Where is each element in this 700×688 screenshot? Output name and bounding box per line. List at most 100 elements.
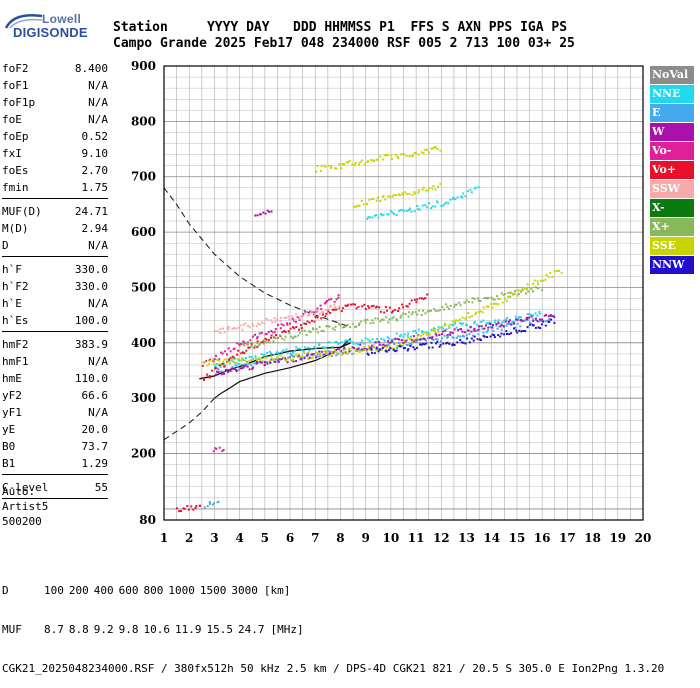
echo-point	[298, 328, 300, 331]
echo-point	[296, 316, 299, 319]
echo-point	[428, 336, 431, 339]
echo-point	[470, 330, 473, 333]
echo-point	[284, 335, 287, 338]
echo-point	[540, 323, 543, 326]
echo-point	[536, 314, 539, 317]
echo-point	[330, 304, 332, 307]
echo-point	[424, 297, 427, 300]
param-value: 1.29	[81, 457, 109, 470]
echo-point	[526, 283, 529, 286]
echo-point	[333, 328, 336, 331]
echo-point	[547, 275, 550, 278]
echo-point	[461, 196, 464, 199]
echo-point	[303, 352, 306, 355]
echo-point	[372, 160, 375, 163]
divider	[2, 474, 108, 475]
echo-point	[413, 348, 416, 351]
echo-point	[421, 331, 424, 334]
muf-row: MUF 8.7 8.8 9.2 9.8 10.6 11.9 15.5 24.7 …	[2, 623, 664, 636]
echo-point	[306, 320, 309, 323]
echo-point	[532, 318, 535, 321]
echo-point	[344, 351, 347, 354]
echo-point	[216, 370, 218, 373]
echo-point	[286, 351, 289, 354]
echo-point	[314, 347, 317, 350]
echo-point	[331, 353, 334, 356]
echo-point	[425, 331, 428, 334]
echo-point	[420, 151, 423, 154]
echo-point	[428, 151, 430, 154]
echo-point	[500, 328, 503, 331]
echo-point	[357, 347, 360, 349]
echo-point	[248, 360, 251, 362]
echo-point	[516, 322, 519, 325]
echo-point	[499, 325, 502, 328]
echo-point	[510, 332, 513, 335]
echo-point	[330, 167, 332, 169]
muf-label: MUF	[2, 623, 22, 636]
echo-point	[507, 292, 510, 294]
echo-point	[320, 308, 323, 311]
echo-point	[377, 340, 379, 343]
param-row: foF1 N/A	[2, 77, 108, 94]
echo-point	[294, 335, 297, 338]
echo-point	[406, 344, 409, 346]
echo-point	[448, 324, 451, 326]
echo-point	[357, 343, 360, 346]
header-value: 25	[559, 36, 575, 51]
echo-point	[430, 147, 433, 150]
echo-point	[240, 363, 243, 366]
echo-point	[549, 271, 552, 274]
echo-point	[354, 325, 356, 328]
echo-point	[215, 373, 218, 376]
echo-point	[271, 331, 274, 334]
echo-point	[326, 341, 329, 344]
echo-point	[446, 341, 449, 344]
echo-point	[289, 352, 292, 355]
echo-point	[294, 354, 297, 357]
echo-point	[390, 158, 393, 160]
echo-point	[271, 358, 274, 361]
param-name: C-level	[2, 481, 49, 494]
echo-point	[240, 358, 243, 361]
echo-point	[394, 308, 397, 311]
echo-point	[309, 331, 312, 333]
echo-point	[259, 213, 262, 216]
file-info: CGK21_2025048234000.RSF / 380fx512h 50 k…	[2, 662, 665, 675]
header-value: 048	[300, 36, 325, 51]
echo-point	[186, 505, 189, 507]
param-name: foF2	[2, 62, 29, 75]
echo-point	[520, 330, 523, 333]
echo-point	[229, 357, 232, 360]
echo-point	[254, 355, 257, 358]
echo-point	[415, 340, 418, 343]
echo-point	[290, 354, 293, 357]
param-value: N/A	[88, 79, 108, 92]
echo-point	[238, 345, 241, 347]
echo-point	[400, 339, 403, 342]
echo-point	[213, 358, 216, 361]
echo-point	[346, 304, 349, 307]
echo-point	[504, 320, 507, 323]
echo-point	[430, 207, 433, 210]
echo-point	[471, 297, 474, 300]
echo-point	[270, 358, 273, 361]
echo-point	[331, 352, 334, 355]
echo-point	[328, 341, 331, 344]
echo-point	[345, 352, 348, 355]
echo-point	[389, 306, 391, 309]
legend-item-w: W	[650, 123, 694, 141]
echo-point	[431, 346, 434, 349]
echo-point	[432, 339, 435, 341]
echo-point	[248, 326, 251, 329]
echo-point	[308, 313, 311, 316]
echo-point	[327, 350, 330, 353]
echo-point	[366, 352, 369, 355]
echo-point	[378, 306, 381, 309]
echo-point	[449, 333, 452, 336]
echo-point	[415, 152, 418, 155]
echo-point	[372, 304, 375, 307]
echo-point	[522, 330, 525, 332]
echo-point	[233, 357, 236, 360]
echo-point	[264, 212, 267, 215]
